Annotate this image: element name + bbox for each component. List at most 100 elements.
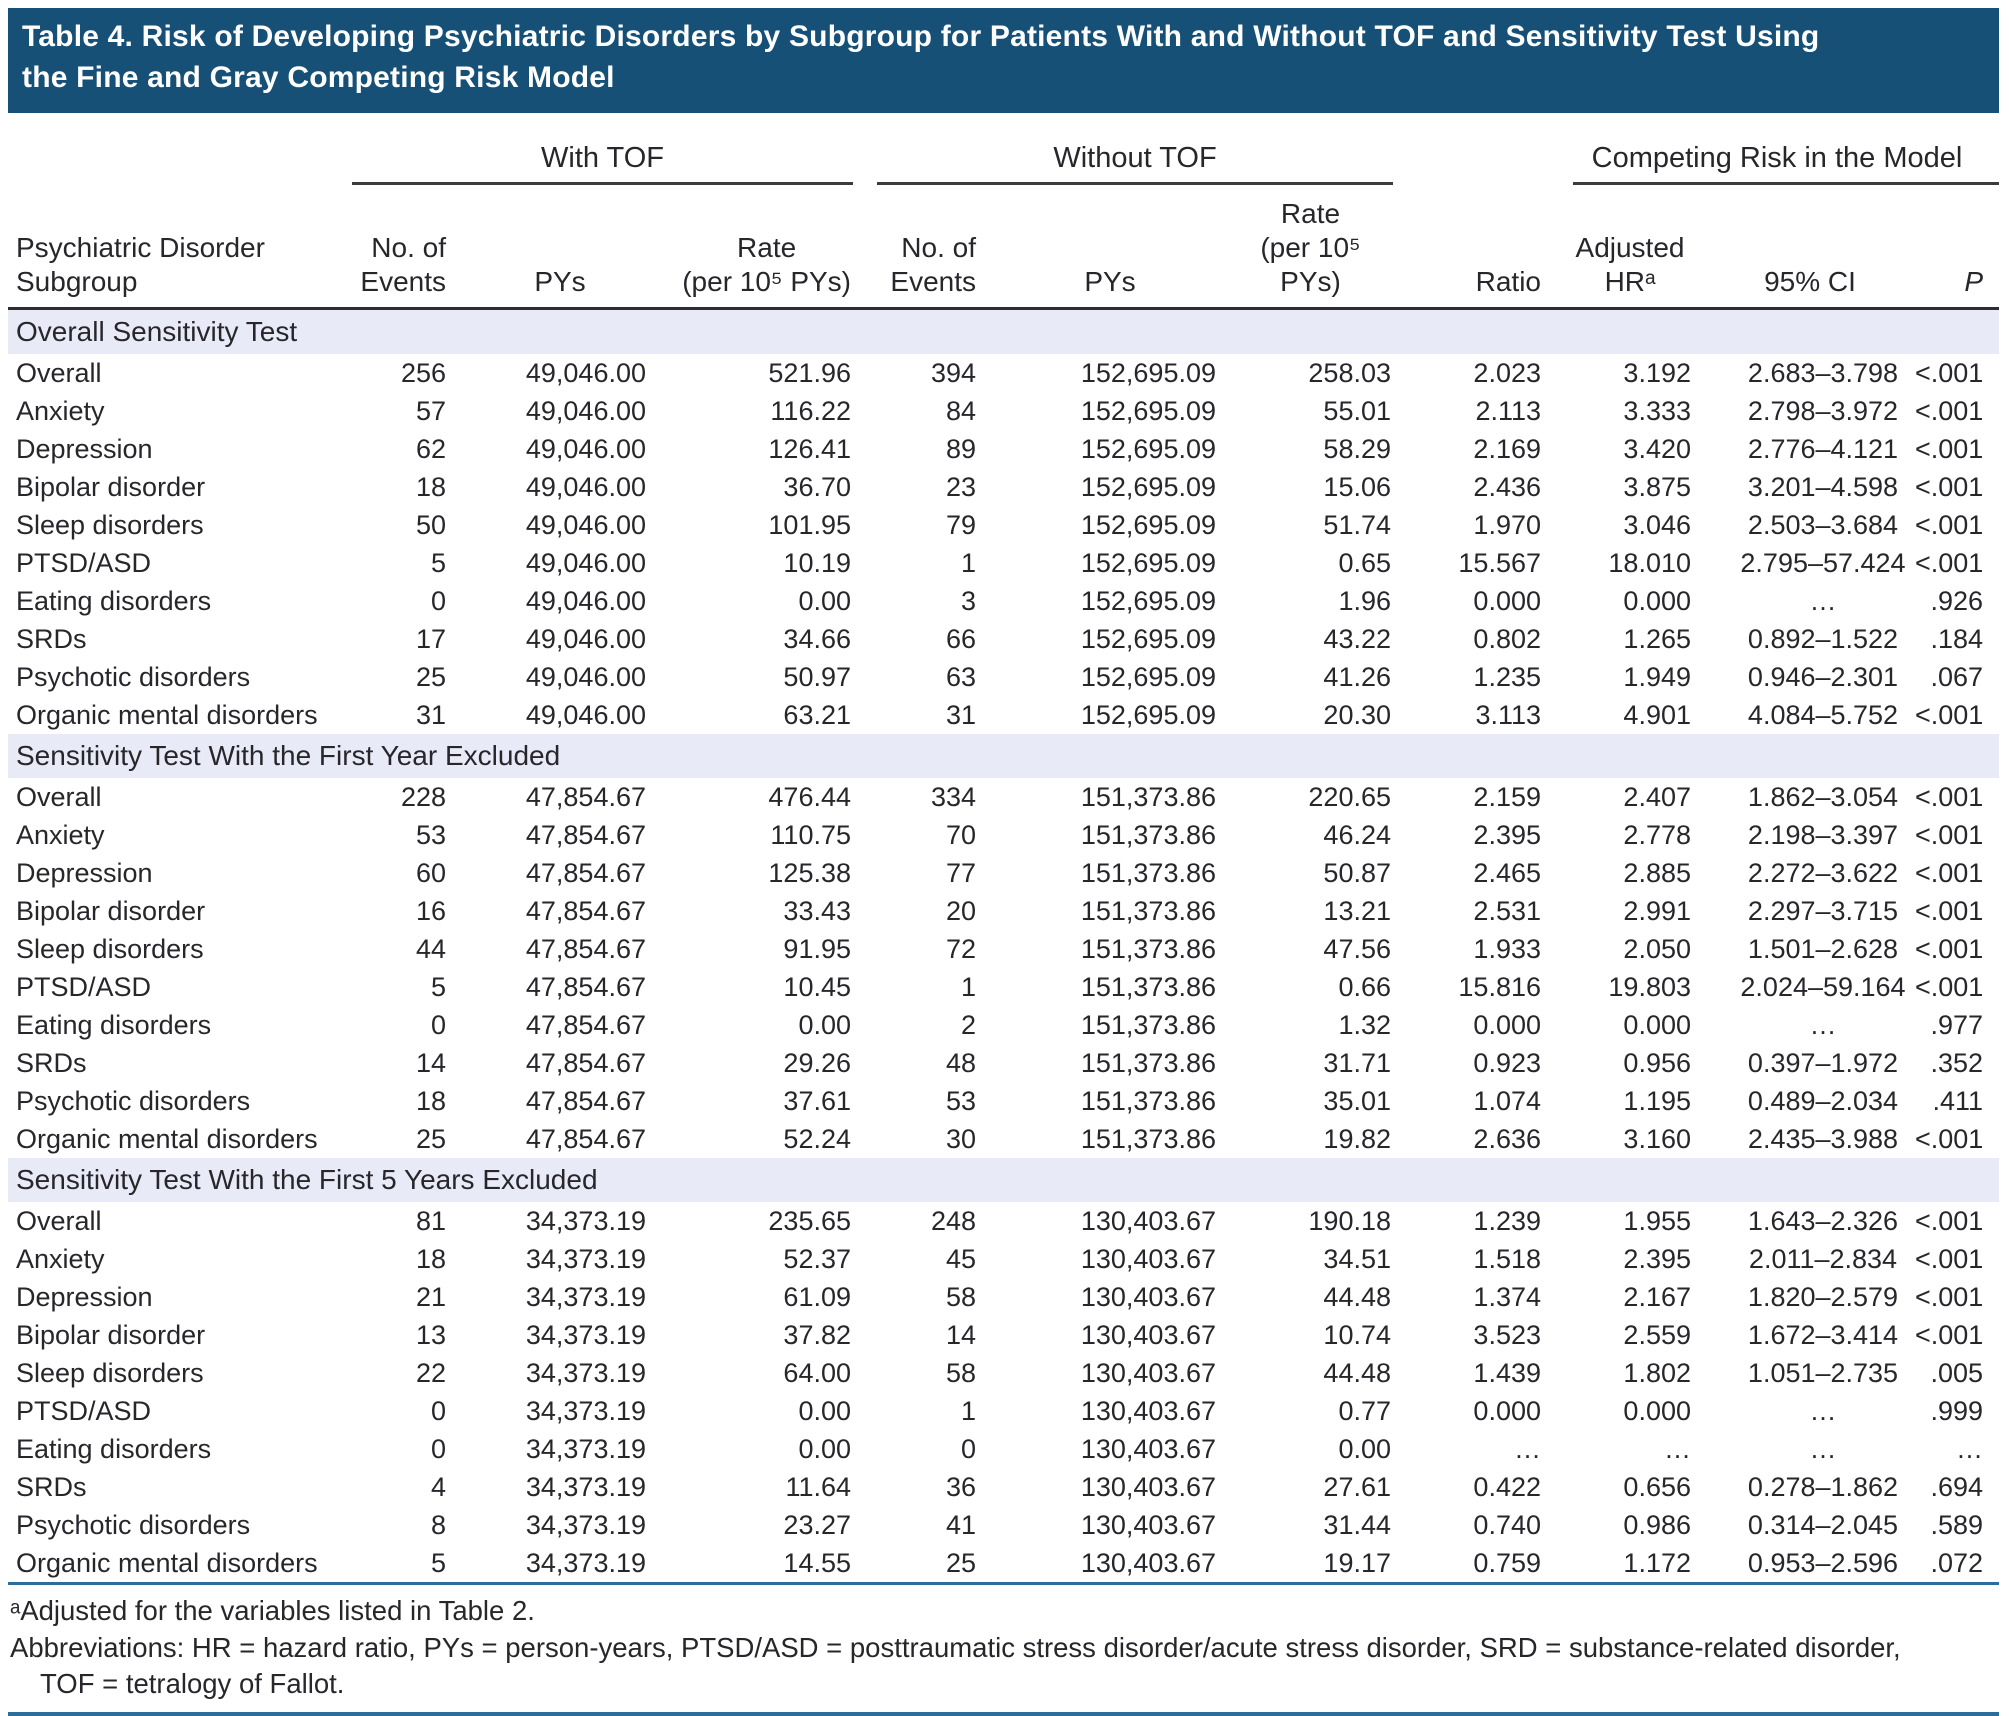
- cell-pys_without: 152,695.09: [1080, 661, 1216, 692]
- table-row: Depression 60 47,854.67 125.38 77 151,373.86 5…: [8, 854, 1999, 892]
- row-label: SRDs: [16, 1047, 87, 1078]
- cell-events_without: 58: [945, 1357, 976, 1388]
- footnote-abbreviations: Abbreviations: HR = hazard ratio, PYs = …: [10, 1631, 1901, 1663]
- cell-rate_without: 34.51: [1323, 1243, 1391, 1274]
- cell-pys_with: 34,373.19: [525, 1243, 646, 1274]
- cell-events_with: 0: [430, 1433, 446, 1464]
- cell-adjusted_hr: 0.986: [1623, 1509, 1691, 1540]
- footnote-adjusted: ᵃAdjusted for the variables listed in Ta…: [10, 1595, 535, 1627]
- cell-ratio: 0.802: [1473, 623, 1541, 654]
- cell-rate_with: 10.45: [783, 971, 851, 1002]
- cell-pys_with: 47,854.67: [525, 781, 646, 812]
- row-label: Sleep disorders: [16, 1357, 204, 1388]
- row-label: Depression: [16, 1281, 153, 1312]
- cell-ratio: 15.816: [1458, 971, 1541, 1002]
- table-row: Anxiety 57 49,046.00 116.22 84 152,695.09 55.0…: [8, 392, 1999, 430]
- cell-pys_without: 152,695.09: [1080, 395, 1216, 426]
- table-row: Overall 256 49,046.00 521.96 394 152,695.09 25…: [8, 354, 1999, 392]
- row-label: Organic mental disorders: [16, 1547, 318, 1578]
- cell-events_with: 57: [415, 395, 446, 426]
- cell-ratio: 1.374: [1473, 1281, 1541, 1312]
- cell-p: …: [1956, 1433, 1983, 1464]
- table-row: Organic mental disorders 25 47,854.67 52.24…: [8, 1120, 1999, 1158]
- cell-rate_without: 58.29: [1323, 433, 1391, 464]
- cell-adjusted_hr: 0.000: [1623, 585, 1691, 616]
- cell-ratio: 2.531: [1473, 895, 1541, 926]
- row-label: Bipolar disorder: [16, 895, 206, 926]
- row-label: Eating disorders: [16, 585, 212, 616]
- cell-pys_with: 49,046.00: [525, 585, 646, 616]
- cell-pys_with: 49,046.00: [525, 433, 646, 464]
- cell-ci: 2.435–3.988: [1747, 1123, 1899, 1154]
- cell-ratio: 0.000: [1473, 1395, 1541, 1426]
- cell-p: .005: [1930, 1357, 1983, 1388]
- row-label: Psychotic disorders: [16, 1085, 251, 1116]
- cell-ratio: 0.000: [1473, 585, 1541, 616]
- cell-pys_without: 130,403.67: [1080, 1281, 1216, 1312]
- cell-events_with: 8: [430, 1509, 446, 1540]
- cell-events_without: 48: [945, 1047, 976, 1078]
- cell-events_without: 3: [960, 585, 976, 616]
- cell-p: .352: [1930, 1047, 1983, 1078]
- cell-ci: 0.278–1.862: [1747, 1471, 1899, 1502]
- cell-ratio: 2.113: [1475, 395, 1541, 426]
- table-row: Psychotic disorders 18 47,854.67 37.61 53 151…: [8, 1082, 1999, 1120]
- cell-ratio: 1.518: [1473, 1243, 1541, 1274]
- cell-p: .926: [1930, 585, 1983, 616]
- table-row: PTSD/ASD 5 47,854.67 10.45 1 151,373.86 0.66 15…: [8, 968, 1999, 1006]
- cell-rate_with: 37.61: [783, 1085, 851, 1116]
- column-header-row: Psychiatric Disorder Subgroup No. of Eve…: [8, 184, 1999, 311]
- cell-rate_without: 27.61: [1323, 1471, 1391, 1502]
- cell-events_without: 58: [945, 1281, 976, 1312]
- cell-rate_with: 52.24: [783, 1123, 851, 1154]
- table-row: Bipolar disorder 16 47,854.67 33.43 20 151,37…: [8, 892, 1999, 930]
- cell-events_with: 0: [430, 1395, 446, 1426]
- cell-events_without: 20: [945, 895, 976, 926]
- cell-rate_with: 126.41: [768, 433, 851, 464]
- cell-pys_with: 49,046.00: [525, 699, 646, 730]
- cell-events_with: 21: [415, 1281, 446, 1312]
- cell-ci: 4.084–5.752: [1747, 699, 1899, 730]
- cell-events_without: 1: [960, 971, 976, 1002]
- cell-pys_without: 130,403.67: [1080, 1243, 1216, 1274]
- cell-rate_without: 31.71: [1323, 1047, 1391, 1078]
- cell-p: <.001: [1915, 357, 1984, 388]
- cell-p: <.001: [1915, 699, 1984, 730]
- cell-events_with: 0: [430, 1009, 446, 1040]
- cell-ci: 0.397–1.972: [1747, 1047, 1899, 1078]
- col-header-rate-with: Rate (per 10⁵ PYs): [660, 184, 865, 311]
- cell-pys_without: 151,373.86: [1080, 895, 1216, 926]
- cell-rate_with: 14.55: [783, 1547, 851, 1578]
- cell-pys_without: 130,403.67: [1080, 1509, 1216, 1540]
- cell-ci: 2.011–2.834: [1748, 1243, 1898, 1274]
- cell-ratio: 0.740: [1473, 1509, 1541, 1540]
- table-row: Anxiety 18 34,373.19 52.37 45 130,403.67 34.51…: [8, 1240, 1999, 1278]
- cell-pys_with: 49,046.00: [525, 661, 646, 692]
- cell-events_without: 36: [945, 1471, 976, 1502]
- row-label: Overall: [16, 357, 102, 388]
- cell-rate_with: 10.19: [783, 547, 851, 578]
- cell-events_with: 5: [430, 547, 446, 578]
- cell-p: <.001: [1915, 781, 1984, 812]
- row-label: Anxiety: [16, 819, 105, 850]
- cell-pys_with: 34,373.19: [525, 1357, 646, 1388]
- cell-pys_without: 151,373.86: [1080, 781, 1216, 812]
- cell-pys_without: 151,373.86: [1080, 1047, 1216, 1078]
- group-spacer: [1405, 125, 1555, 185]
- cell-pys_with: 47,854.67: [525, 819, 646, 850]
- cell-ci: 0.946–2.301: [1747, 661, 1899, 692]
- cell-events_without: 63: [945, 661, 976, 692]
- cell-events_without: 394: [930, 357, 976, 388]
- cell-p: <.001: [1915, 433, 1984, 464]
- cell-rate_with: 235.65: [768, 1205, 851, 1236]
- cell-events_with: 53: [415, 819, 446, 850]
- cell-ratio: 2.395: [1473, 819, 1541, 850]
- col-header-adjusted-hr: Adjusted HRᵃ: [1555, 184, 1705, 311]
- cell-events_with: 18: [415, 1243, 446, 1274]
- row-label: PTSD/ASD: [16, 971, 152, 1002]
- cell-rate_without: 55.01: [1323, 395, 1391, 426]
- rate-header-text: Rate (per 10⁵ PYs): [682, 231, 851, 298]
- row-label: Psychotic disorders: [16, 661, 251, 692]
- table-row: Organic mental disorders 31 49,046.00 63.21…: [8, 696, 1999, 734]
- cell-adjusted_hr: 1.265: [1623, 623, 1691, 654]
